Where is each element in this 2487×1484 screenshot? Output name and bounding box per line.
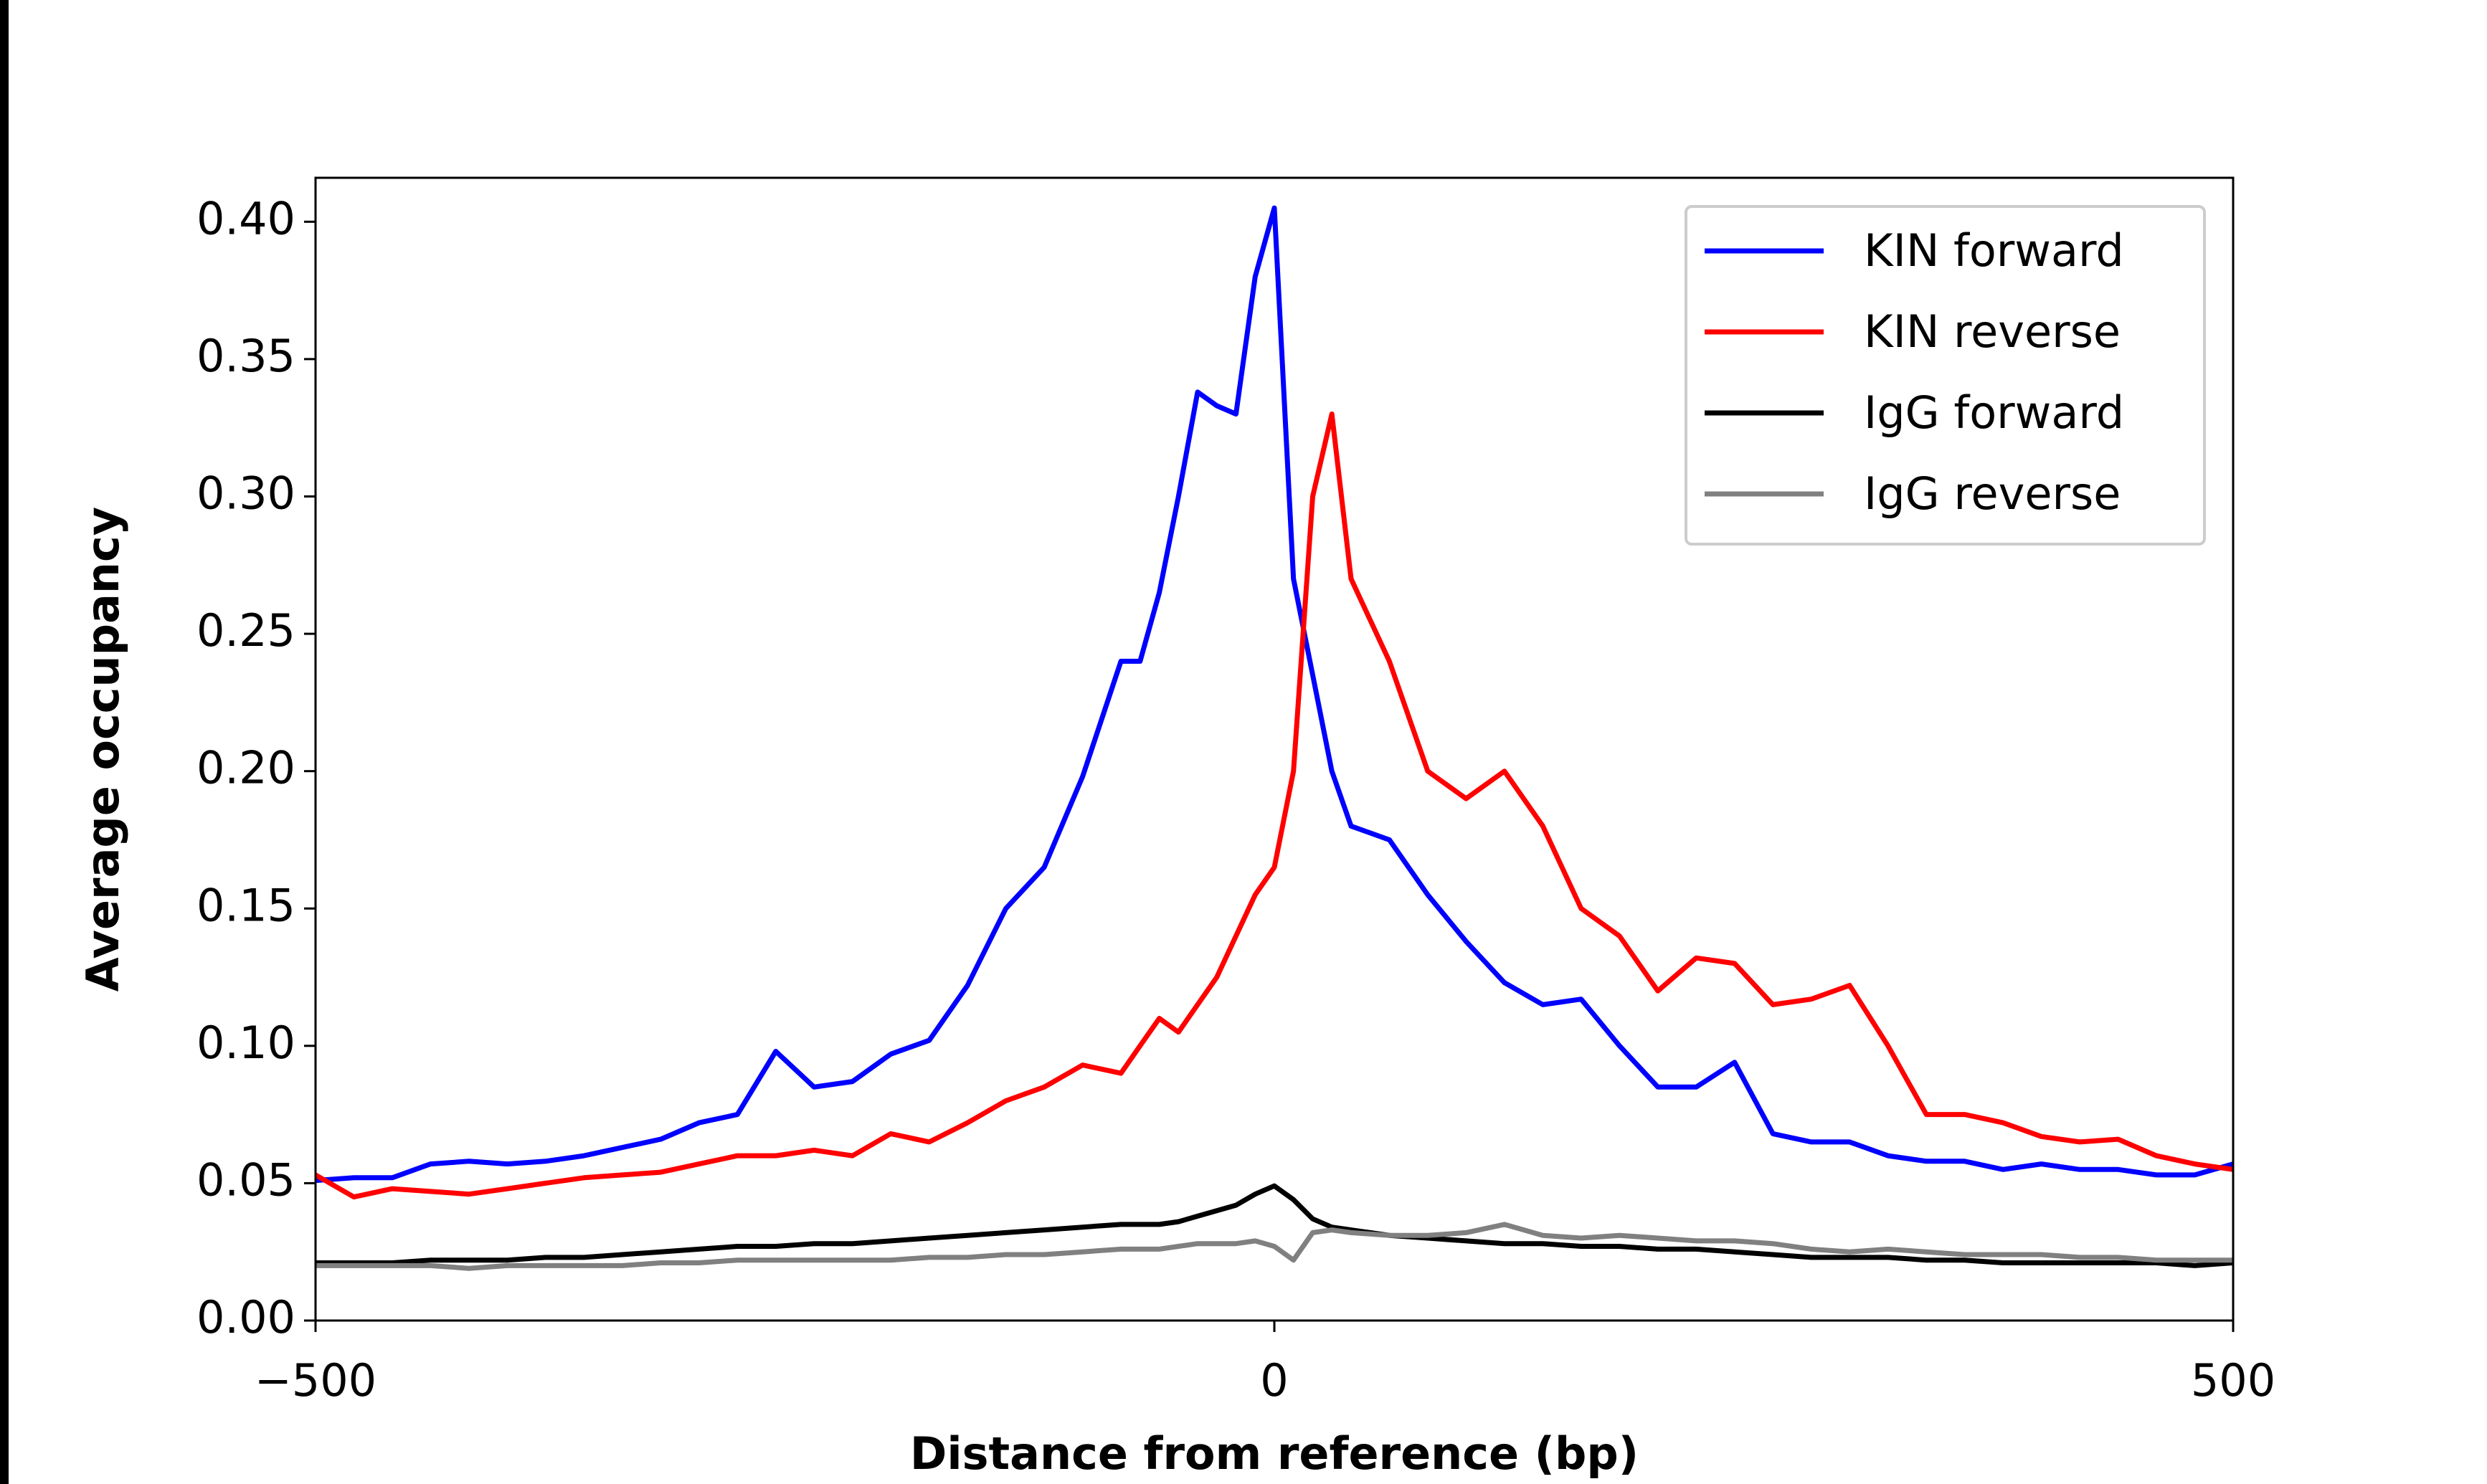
y-tick-label: 0.20 xyxy=(196,742,295,794)
legend-label: KIN reverse xyxy=(1864,305,2121,358)
series-line xyxy=(316,412,2233,1200)
x-tick-label: 500 xyxy=(2191,1354,2275,1407)
legend-box xyxy=(1685,205,2206,546)
legend-label: IgG forward xyxy=(1864,386,2124,439)
y-axis-label: Average occupancy xyxy=(77,507,129,991)
y-tick-label: 0.35 xyxy=(196,330,295,382)
plot-frame xyxy=(314,176,2235,1322)
x-tick-label: −500 xyxy=(255,1354,376,1407)
left-border xyxy=(0,0,9,1484)
y-tick-label: 0.30 xyxy=(196,467,295,520)
y-tick-label: 0.05 xyxy=(196,1154,295,1207)
y-tick-label: 0.10 xyxy=(196,1017,295,1069)
series-line xyxy=(316,1222,2233,1271)
y-tick-label: 0.15 xyxy=(196,879,295,931)
series-line xyxy=(316,205,2233,1184)
legend-label: IgG reverse xyxy=(1864,467,2121,520)
y-tick-label: 0.00 xyxy=(196,1291,295,1343)
legend-label: KIN forward xyxy=(1864,224,2124,277)
series-line xyxy=(316,1183,2233,1268)
y-tick-label: 0.25 xyxy=(196,604,295,657)
x-axis-label: Distance from reference (bp) xyxy=(910,1427,1639,1480)
x-tick-label: 0 xyxy=(1260,1354,1288,1407)
y-tick-label: 0.40 xyxy=(196,192,295,244)
